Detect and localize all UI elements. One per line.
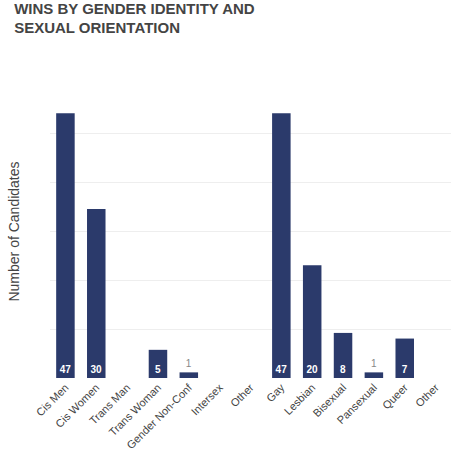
svg-text:Queer: Queer bbox=[380, 381, 410, 411]
svg-text:Pansexual: Pansexual bbox=[334, 381, 379, 426]
svg-text:30: 30 bbox=[90, 364, 102, 375]
svg-text:Bisexual: Bisexual bbox=[310, 381, 348, 419]
svg-text:1: 1 bbox=[371, 358, 377, 369]
svg-text:Trans Woman: Trans Woman bbox=[106, 381, 163, 438]
svg-text:Gay: Gay bbox=[264, 381, 287, 404]
svg-text:1: 1 bbox=[186, 358, 192, 369]
svg-text:Number of Candidates: Number of Candidates bbox=[6, 161, 22, 301]
svg-text:Intersex: Intersex bbox=[189, 381, 226, 418]
svg-text:5: 5 bbox=[155, 364, 161, 375]
svg-text:47: 47 bbox=[60, 364, 72, 375]
svg-text:47: 47 bbox=[276, 364, 288, 375]
svg-text:20: 20 bbox=[306, 364, 318, 375]
svg-text:7: 7 bbox=[402, 364, 408, 375]
svg-text:8: 8 bbox=[340, 364, 346, 375]
svg-text:Gender Non-Conf: Gender Non-Conf bbox=[124, 381, 195, 452]
svg-text:Other: Other bbox=[413, 381, 441, 409]
svg-text:Cis Men: Cis Men bbox=[34, 381, 71, 418]
svg-text:Cis Women: Cis Women bbox=[53, 381, 102, 430]
svg-text:WINS BY GENDER IDENTITY ANDSEX: WINS BY GENDER IDENTITY ANDSEXUAL ORIENT… bbox=[14, 0, 255, 36]
svg-text:Other: Other bbox=[228, 381, 256, 409]
svg-text:Trans Man: Trans Man bbox=[87, 381, 132, 426]
svg-text:Lesbian: Lesbian bbox=[282, 381, 318, 417]
